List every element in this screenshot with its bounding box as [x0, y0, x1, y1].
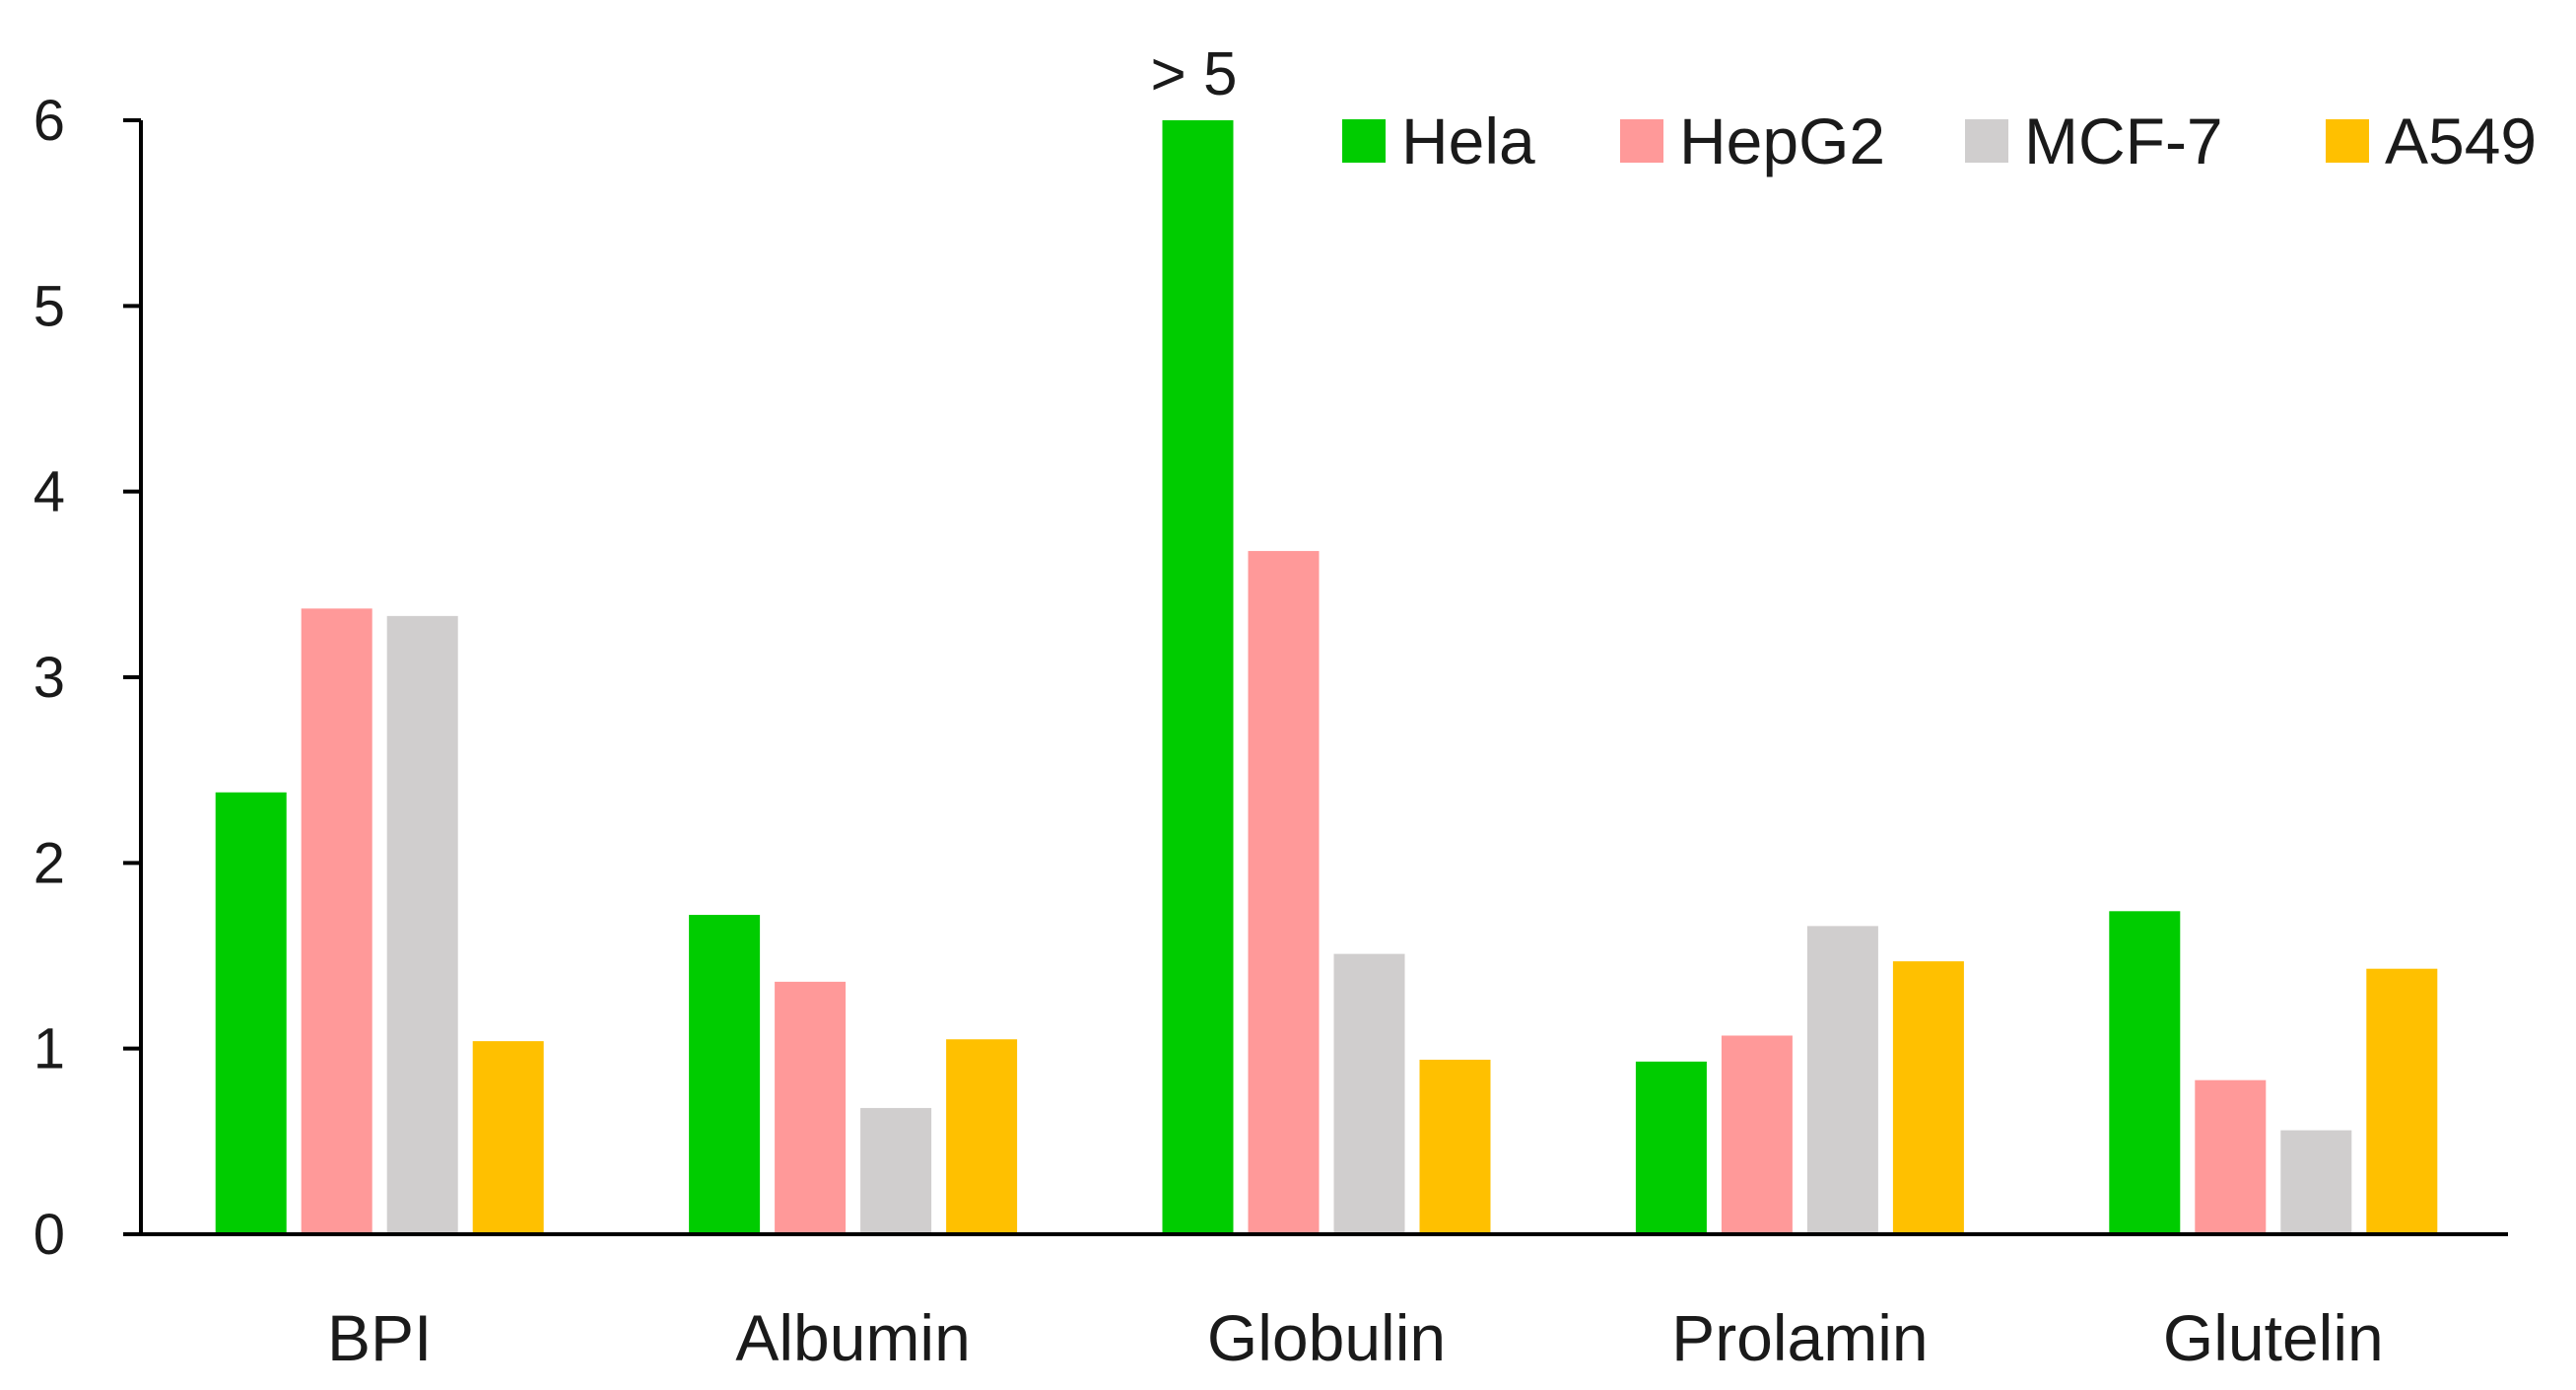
bar-glutelin-hepg2 — [2195, 1079, 2267, 1234]
y-tick-label: 3 — [34, 646, 65, 710]
y-axis-ticks: 0 1 2 3 4 5 6 — [34, 89, 141, 1267]
y-tick-label: 4 — [34, 460, 65, 524]
bar-bpi-hela — [215, 792, 287, 1234]
x-axis-labels: BPI Albumin Globulin Prolamin Glutelin — [327, 1301, 2384, 1374]
legend-swatch-hepg2 — [1620, 119, 1663, 163]
y-tick-label: 0 — [34, 1203, 65, 1267]
bar-albumin-hepg2 — [775, 981, 847, 1234]
bar-glutelin-mcf-7 — [2280, 1130, 2352, 1234]
legend-swatch-hela — [1342, 119, 1386, 163]
bar-prolamin-a549 — [1892, 961, 1964, 1234]
bar-annotation: > 5 — [1151, 40, 1238, 108]
bar-albumin-mcf-7 — [860, 1107, 932, 1234]
legend-label-mcf-7: MCF-7 — [2024, 104, 2223, 177]
y-tick-label: 6 — [34, 89, 65, 153]
bar-prolamin-hepg2 — [1721, 1035, 1793, 1234]
legend-label-hela: Hela — [1401, 104, 1535, 177]
bar-globulin-hepg2 — [1248, 550, 1320, 1234]
bar-bpi-mcf-7 — [386, 615, 458, 1234]
bar-bpi-a549 — [472, 1041, 544, 1234]
bar-prolamin-mcf-7 — [1806, 926, 1878, 1234]
legend-swatch-a549 — [2326, 119, 2369, 163]
x-category-label-bpi: BPI — [327, 1301, 432, 1374]
bar-bpi-hepg2 — [301, 608, 373, 1234]
bar-glutelin-a549 — [2366, 968, 2438, 1234]
x-category-label-albumin: Albumin — [735, 1301, 970, 1374]
bar-glutelin-hela — [2109, 911, 2181, 1234]
bar-globulin-hela — [1162, 120, 1234, 1234]
x-category-label-globulin: Globulin — [1207, 1301, 1446, 1374]
legend-label-a549: A549 — [2385, 104, 2537, 177]
legend-swatch-mcf-7 — [1965, 119, 2008, 163]
annotations: > 5 — [1151, 40, 1238, 108]
bar-globulin-mcf-7 — [1333, 953, 1405, 1234]
bars-group — [215, 120, 2438, 1234]
y-tick-label: 5 — [34, 274, 65, 338]
bar-globulin-a549 — [1419, 1059, 1491, 1234]
bar-prolamin-hela — [1635, 1061, 1707, 1234]
bar-albumin-a549 — [946, 1039, 1018, 1234]
bar-albumin-hela — [689, 915, 761, 1234]
legend-label-hepg2: HepG2 — [1679, 104, 1885, 177]
legend: Hela HepG2 MCF-7 A549 — [1342, 104, 2537, 177]
y-tick-label: 1 — [34, 1017, 65, 1081]
x-category-label-glutelin: Glutelin — [2163, 1301, 2384, 1374]
y-tick-label: 2 — [34, 831, 65, 895]
x-category-label-prolamin: Prolamin — [1671, 1301, 1928, 1374]
